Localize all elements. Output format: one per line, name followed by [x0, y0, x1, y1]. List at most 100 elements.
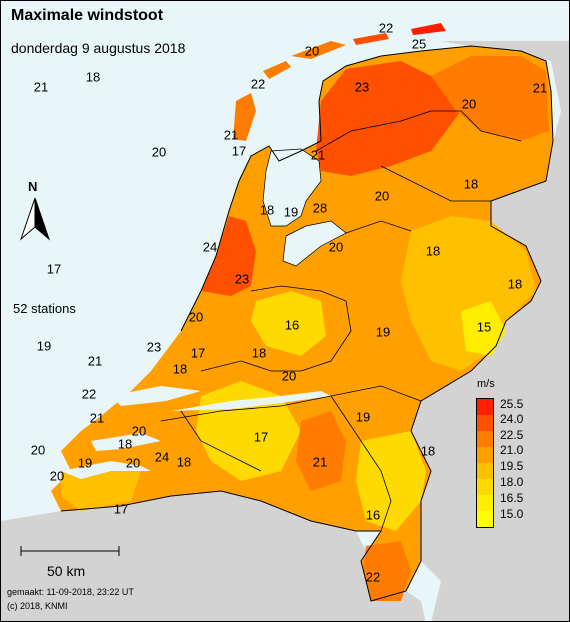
legend-value: 15.0	[500, 507, 524, 521]
station-value: 19	[77, 455, 93, 471]
station-value: 18	[420, 443, 436, 459]
station-value: 17	[253, 429, 269, 445]
island-schiermonnikoog	[411, 23, 446, 35]
station-value: 15	[476, 319, 492, 335]
station-value: 20	[125, 455, 141, 471]
station-value: 19	[375, 324, 391, 340]
station-value: 20	[374, 188, 390, 204]
station-value: 20	[328, 239, 344, 255]
zone-north-red	[316, 61, 461, 176]
station-value: 20	[30, 442, 46, 458]
station-value: 17	[231, 143, 247, 159]
station-value: 20	[151, 144, 167, 160]
zone-south-orange	[296, 411, 346, 491]
legend-unit: m/s	[477, 378, 495, 390]
legend-value: 18.0	[500, 475, 524, 489]
station-value: 17	[113, 501, 129, 517]
station-value: 18	[117, 436, 133, 452]
station-value: 24	[154, 449, 170, 465]
legend-swatch	[477, 399, 493, 415]
station-value: 19	[283, 204, 299, 220]
station-value: 25	[411, 36, 427, 52]
station-value: 18	[251, 345, 267, 361]
zone-north-orange	[431, 56, 549, 141]
station-value: 21	[310, 147, 326, 163]
station-value: 22	[250, 76, 266, 92]
stations-count: 52 stations	[13, 301, 76, 316]
zone-holland-red	[201, 216, 256, 296]
island-texel	[233, 93, 256, 141]
credit-copyright: (c) 2018, KNMI	[7, 601, 68, 611]
legend-swatch	[477, 479, 493, 495]
station-value: 28	[312, 200, 328, 216]
zone-utrecht-yellow	[251, 291, 326, 356]
legend-swatch	[477, 511, 493, 527]
station-value: 18	[259, 202, 275, 218]
station-value: 21	[532, 80, 548, 96]
westerschelde-water	[61, 461, 151, 479]
legend-swatch	[477, 415, 493, 431]
legend-swatch	[477, 495, 493, 511]
station-value: 19	[36, 338, 52, 354]
legend-value: 19.5	[500, 459, 524, 473]
island-ameland	[353, 33, 389, 45]
station-value: 20	[281, 368, 297, 384]
zone-limburg-red	[363, 541, 411, 601]
station-value: 17	[190, 345, 206, 361]
station-value: 18	[507, 276, 523, 292]
station-value: 18	[176, 454, 192, 470]
station-value: 21	[89, 410, 105, 426]
country-border	[60, 45, 554, 602]
station-value: 23	[234, 271, 250, 287]
station-value: 21	[87, 353, 103, 369]
station-value: 20	[461, 96, 477, 112]
credit-made: gemaakt: 11-09-2018, 23:22 UT	[7, 587, 134, 597]
map-subtitle: donderdag 9 augustus 2018	[11, 40, 186, 56]
legend-value: 21.0	[500, 443, 524, 457]
station-value: 20	[188, 309, 204, 325]
station-value: 23	[354, 79, 370, 95]
haringvliet-water	[111, 386, 201, 406]
germany-land	[411, 41, 569, 621]
legend-value: 16.5	[500, 491, 524, 505]
ijsselmeer-water	[262, 148, 322, 227]
legend-swatch	[477, 447, 493, 463]
station-value: 20	[304, 43, 320, 59]
station-value: 24	[202, 239, 218, 255]
station-value: 23	[146, 339, 162, 355]
station-value: 16	[365, 507, 381, 523]
station-value: 20	[49, 468, 65, 484]
legend-value: 22.5	[500, 428, 524, 442]
legend-swatch	[477, 431, 493, 447]
oosterschelde-water	[91, 433, 161, 451]
station-value: 22	[365, 569, 381, 585]
legend-value: 24.0	[500, 412, 524, 426]
island-terschelling	[291, 41, 346, 59]
legend-value: 25.5	[500, 397, 524, 411]
station-value: 22	[81, 386, 97, 402]
station-value: 17	[46, 261, 62, 277]
rivers-water	[171, 391, 331, 411]
station-value: 21	[33, 79, 49, 95]
station-value: 18	[463, 176, 479, 192]
station-value: 21	[312, 454, 328, 470]
station-value: 22	[378, 20, 394, 36]
north-label: N	[28, 179, 38, 194]
station-value: 18	[85, 69, 101, 85]
station-value: 18	[425, 243, 441, 259]
station-value: 20	[131, 423, 147, 439]
station-value: 19	[355, 409, 371, 425]
scale-bar	[20, 546, 120, 556]
legend-swatch	[477, 463, 493, 479]
station-value: 18	[172, 361, 188, 377]
zone-limburg-yellow	[356, 431, 426, 531]
station-value: 16	[284, 317, 300, 333]
map-title: Maximale windstoot	[11, 7, 164, 24]
zone-east-bright	[461, 301, 506, 356]
north-arrow-icon	[19, 197, 51, 241]
zone-east-yellow	[401, 216, 536, 371]
legend-colorbar	[476, 398, 494, 528]
island-vlieland	[263, 61, 291, 79]
